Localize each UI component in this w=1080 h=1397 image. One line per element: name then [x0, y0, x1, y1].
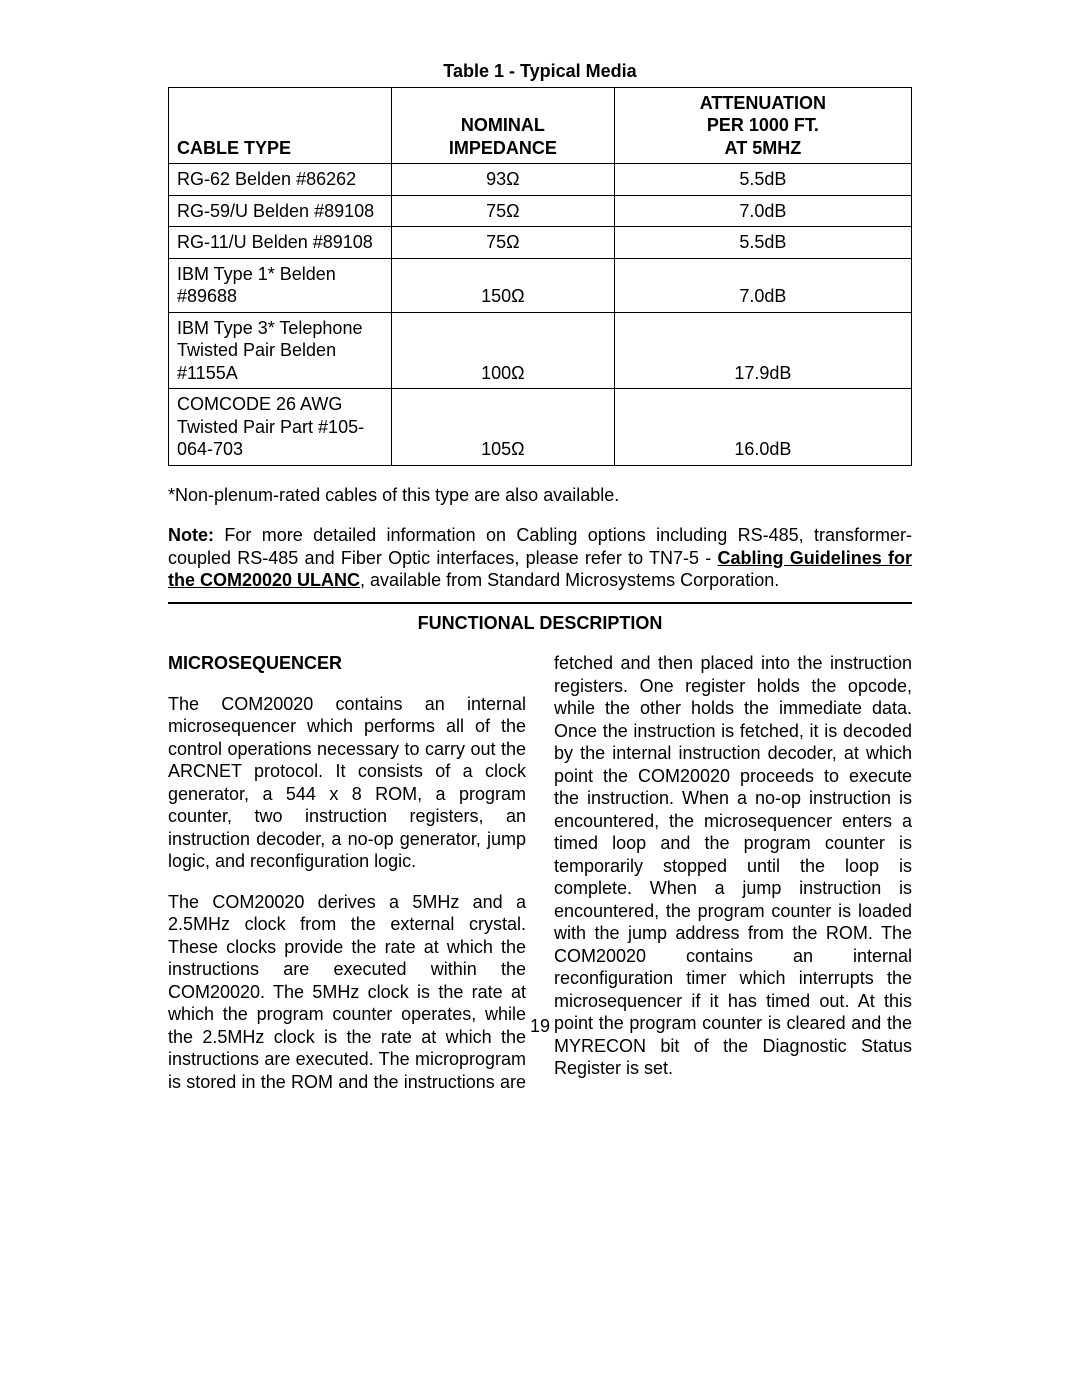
cell-attenuation: 5.5dB — [614, 164, 911, 196]
cell-impedance: 150Ω — [391, 258, 614, 312]
header-impedance-line2: IMPEDANCE — [449, 138, 557, 158]
cell-cable: IBM Type 1* Belden #89688 — [169, 258, 392, 312]
header-attenuation-line3: AT 5MHZ — [725, 138, 802, 158]
cell-impedance: 100Ω — [391, 312, 614, 389]
table-row: IBM Type 3* Telephone Twisted Pair Belde… — [169, 312, 912, 389]
table-row: RG-59/U Belden #89108 75Ω 7.0dB — [169, 195, 912, 227]
note-lead: Note: — [168, 525, 214, 545]
header-attenuation: ATTENUATION PER 1000 FT. AT 5MHZ — [614, 87, 911, 164]
note-text-after: , available from Standard Microsystems C… — [360, 570, 779, 590]
cell-cable: COMCODE 26 AWG Twisted Pair Part #105-06… — [169, 389, 392, 466]
subheading-microsequencer: MICROSEQUENCER — [168, 652, 526, 675]
cell-impedance: 75Ω — [391, 195, 614, 227]
table-body: RG-62 Belden #86262 93Ω 5.5dB RG-59/U Be… — [169, 164, 912, 466]
cell-impedance: 105Ω — [391, 389, 614, 466]
table-header-row: CABLE TYPE NOMINAL IMPEDANCE ATTENUATION… — [169, 87, 912, 164]
paragraph: The COM20020 contains an internal micros… — [168, 693, 526, 873]
table-row: RG-11/U Belden #89108 75Ω 5.5dB — [169, 227, 912, 259]
header-impedance-line1: NOMINAL — [461, 115, 545, 135]
cell-attenuation: 17.9dB — [614, 312, 911, 389]
page: Table 1 - Typical Media CABLE TYPE NOMIN… — [0, 0, 1080, 1397]
cell-cable: RG-59/U Belden #89108 — [169, 195, 392, 227]
header-attenuation-line2: PER 1000 FT. — [707, 115, 819, 135]
table-row: IBM Type 1* Belden #89688 150Ω 7.0dB — [169, 258, 912, 312]
header-attenuation-line1: ATTENUATION — [700, 93, 826, 113]
cell-attenuation: 7.0dB — [614, 195, 911, 227]
section-title: FUNCTIONAL DESCRIPTION — [168, 612, 912, 635]
cell-cable: RG-11/U Belden #89108 — [169, 227, 392, 259]
note-paragraph: Note: For more detailed information on C… — [168, 524, 912, 592]
cell-attenuation: 16.0dB — [614, 389, 911, 466]
cell-impedance: 93Ω — [391, 164, 614, 196]
cell-attenuation: 7.0dB — [614, 258, 911, 312]
table-title: Table 1 - Typical Media — [168, 60, 912, 83]
media-table: CABLE TYPE NOMINAL IMPEDANCE ATTENUATION… — [168, 87, 912, 466]
header-impedance: NOMINAL IMPEDANCE — [391, 87, 614, 164]
cell-cable: RG-62 Belden #86262 — [169, 164, 392, 196]
cell-attenuation: 5.5dB — [614, 227, 911, 259]
header-cable-type: CABLE TYPE — [169, 87, 392, 164]
divider — [168, 602, 912, 604]
page-number: 19 — [0, 1015, 1080, 1038]
table-row: RG-62 Belden #86262 93Ω 5.5dB — [169, 164, 912, 196]
cell-cable: IBM Type 3* Telephone Twisted Pair Belde… — [169, 312, 392, 389]
footnote: *Non-plenum-rated cables of this type ar… — [168, 484, 912, 507]
cell-impedance: 75Ω — [391, 227, 614, 259]
table-row: COMCODE 26 AWG Twisted Pair Part #105-06… — [169, 389, 912, 466]
